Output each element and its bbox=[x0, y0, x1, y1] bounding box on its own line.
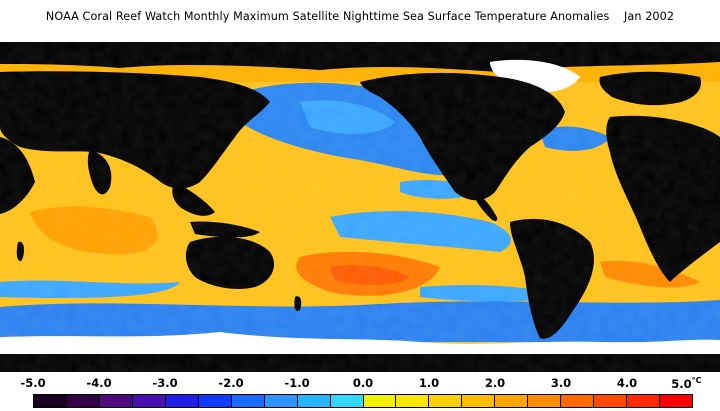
legend-tick-label: -5.0 bbox=[20, 376, 46, 390]
legend-swatch bbox=[165, 395, 199, 407]
legend-tick-label: -1.0 bbox=[284, 376, 310, 390]
legend-swatch bbox=[528, 395, 562, 407]
legend-tick-label: 2.0 bbox=[484, 376, 506, 390]
legend-tick-label: 0.0 bbox=[352, 376, 374, 390]
legend-tick-label: 3.0 bbox=[550, 376, 572, 390]
legend-swatch bbox=[594, 395, 628, 407]
legend-swatch bbox=[297, 395, 331, 407]
legend-tick-label: -4.0 bbox=[86, 376, 112, 390]
legend-unit: °C bbox=[691, 376, 702, 385]
legend-tick-label: 4.0 bbox=[616, 376, 638, 390]
legend-swatch bbox=[330, 395, 364, 407]
legend-swatch bbox=[561, 395, 595, 407]
legend-tick-label: -3.0 bbox=[152, 376, 178, 390]
legend-swatch bbox=[198, 395, 232, 407]
legend-swatch bbox=[627, 395, 661, 407]
legend-swatch bbox=[396, 395, 430, 407]
legend-swatch bbox=[132, 395, 166, 407]
color-legend-bar bbox=[33, 394, 693, 408]
legend-tick-label: 5.0°C bbox=[671, 376, 702, 391]
legend-tick-label: 1.0 bbox=[418, 376, 440, 390]
map-title: NOAA Coral Reef Watch Monthly Maximum Sa… bbox=[45, 10, 675, 23]
legend-tick-label: -2.0 bbox=[218, 376, 244, 390]
sst-anomaly-map bbox=[0, 42, 720, 372]
legend-swatch bbox=[264, 395, 298, 407]
legend-swatch bbox=[34, 395, 67, 407]
legend-swatch bbox=[363, 395, 397, 407]
speckle-texture bbox=[0, 42, 720, 372]
legend-swatch bbox=[462, 395, 496, 407]
legend-swatch bbox=[231, 395, 265, 407]
legend-swatch bbox=[495, 395, 529, 407]
legend-swatch bbox=[660, 395, 693, 407]
world-map-svg bbox=[0, 42, 720, 372]
legend-swatch bbox=[99, 395, 133, 407]
legend-swatch bbox=[429, 395, 463, 407]
legend-tick-labels: -5.0 -4.0 -3.0 -2.0 -1.0 0.0 1.0 2.0 3.0 4.0 5.0°C bbox=[0, 376, 720, 394]
legend-swatch bbox=[66, 395, 100, 407]
